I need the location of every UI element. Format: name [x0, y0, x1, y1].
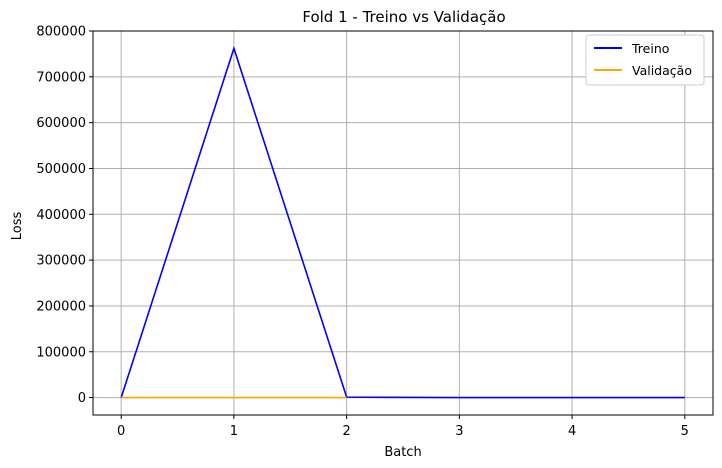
x-tick-label: 2 — [342, 424, 350, 439]
plot-area-frame — [92, 30, 714, 416]
y-axis-label: Loss — [10, 212, 25, 241]
y-tick-label: 100000 — [36, 345, 86, 360]
series-lines — [120, 45, 685, 399]
y-tick-label: 600000 — [36, 116, 86, 131]
series-line-treino — [120, 45, 685, 399]
y-tick-label: 200000 — [36, 299, 86, 314]
y-tick-label: 400000 — [36, 208, 86, 223]
x-tick-label: 0 — [117, 424, 125, 439]
y-tick-label: 0 — [78, 391, 86, 406]
axis-ticks: 0 1 2 3 4 5 0 100000 200000 300000 400000 500000 600… — [36, 25, 689, 440]
legend: Treino Validação — [585, 34, 705, 86]
y-tick-label: 800000 — [36, 25, 86, 40]
chart-title: Fold 1 - Treino vs Validação — [302, 8, 505, 26]
y-tick-label: 500000 — [36, 162, 86, 177]
x-tick-label: 5 — [681, 424, 689, 439]
legend-label-validacao: Validação — [632, 63, 692, 78]
x-axis-label: Batch — [384, 445, 421, 460]
y-tick-label: 300000 — [36, 254, 86, 269]
x-tick-label: 1 — [230, 424, 238, 439]
x-tick-label: 4 — [568, 424, 576, 439]
x-tick-label: 3 — [455, 424, 463, 439]
legend-label-treino: Treino — [631, 41, 669, 56]
y-tick-label: 700000 — [36, 70, 86, 85]
